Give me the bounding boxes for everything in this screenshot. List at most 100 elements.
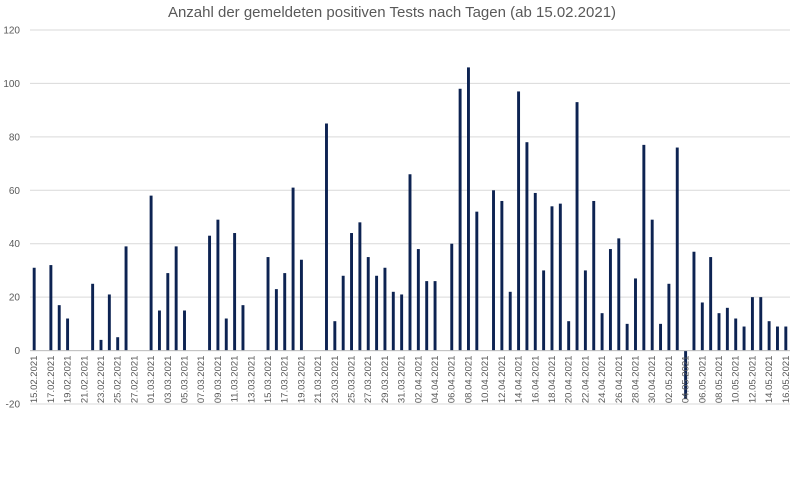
bar	[91, 283, 95, 351]
bar	[208, 235, 212, 351]
bar	[124, 246, 128, 351]
bar	[767, 321, 771, 351]
bar	[166, 273, 170, 351]
bar	[183, 310, 186, 351]
bar	[107, 294, 111, 351]
bar	[567, 321, 571, 351]
bar	[433, 281, 437, 351]
x-tick-label: 27.02.2021	[129, 356, 140, 404]
bar	[542, 270, 546, 351]
x-tick-label: 10.05.2021	[731, 356, 742, 404]
bar	[325, 123, 328, 351]
bar	[149, 195, 153, 351]
x-tick-label: 24.04.2021	[597, 356, 608, 404]
bar	[592, 200, 596, 351]
x-axis-ticks: 15.02.2021 17.02.2021 19.02.2021 21.02.2021…	[29, 356, 792, 404]
bar	[634, 278, 637, 351]
bar	[517, 91, 521, 351]
x-tick-label: 28.04.2021	[630, 356, 641, 404]
y-tick-label: 40	[9, 239, 21, 250]
bar	[458, 88, 462, 351]
bar	[725, 307, 729, 351]
x-tick-label: 06.04.2021	[447, 356, 458, 404]
bar	[508, 291, 512, 351]
bar	[558, 203, 562, 351]
x-tick-label: 25.03.2021	[347, 356, 358, 404]
bar	[784, 326, 788, 351]
x-tick-label: 16.05.2021	[781, 356, 792, 404]
bar	[99, 339, 103, 351]
x-tick-label: 06.05.2021	[697, 356, 708, 404]
x-tick-label: 31.03.2021	[397, 356, 408, 404]
bar	[157, 310, 161, 351]
x-tick-label: 15.03.2021	[263, 356, 274, 404]
bar	[383, 267, 387, 351]
bar	[500, 200, 504, 351]
bar	[224, 318, 228, 351]
bar	[742, 326, 746, 351]
y-tick-label: 100	[3, 79, 20, 90]
bar	[617, 238, 621, 351]
x-tick-label: 21.03.2021	[313, 356, 324, 404]
x-tick-label: 08.05.2021	[714, 356, 725, 404]
bar	[416, 249, 420, 351]
bar	[575, 102, 579, 351]
bar	[299, 259, 303, 351]
bar	[659, 323, 663, 351]
bar	[425, 281, 429, 351]
bar	[283, 273, 287, 351]
y-tick-label: 0	[14, 346, 20, 357]
bar	[400, 294, 404, 351]
x-tick-label: 14.04.2021	[514, 356, 525, 404]
x-tick-label: 04.04.2021	[430, 356, 441, 404]
bar	[525, 142, 529, 351]
x-tick-label: 21.02.2021	[79, 356, 90, 404]
bar	[475, 211, 479, 351]
chart-title: Anzahl der gemeldeten positiven Tests na…	[168, 4, 616, 21]
bar	[450, 243, 454, 351]
bar	[274, 289, 278, 351]
x-tick-label: 02.05.2021	[664, 356, 675, 404]
bar	[642, 144, 646, 351]
x-tick-label: 13.03.2021	[246, 356, 257, 404]
bar	[625, 323, 629, 351]
bar	[533, 192, 537, 351]
bar	[492, 190, 495, 351]
bar	[333, 321, 337, 351]
y-tick-label: 120	[3, 26, 20, 37]
x-tick-label: 17.03.2021	[280, 356, 291, 404]
bar	[241, 305, 245, 351]
y-tick-label: 20	[9, 293, 21, 304]
x-tick-label: 22.04.2021	[580, 356, 591, 404]
bar	[291, 187, 295, 351]
x-tick-label: 14.05.2021	[764, 356, 775, 404]
bar	[776, 326, 779, 351]
bar	[57, 305, 61, 351]
bar	[667, 283, 671, 351]
bar	[32, 267, 36, 351]
bar	[266, 257, 270, 351]
bar	[358, 222, 362, 351]
x-tick-label: 26.04.2021	[614, 356, 625, 404]
bar	[550, 206, 554, 351]
y-tick-label: 80	[9, 132, 21, 143]
x-tick-label: 20.04.2021	[564, 356, 575, 404]
bar	[66, 318, 70, 351]
bar	[391, 291, 395, 351]
x-tick-label: 11.03.2021	[230, 356, 241, 403]
bar	[650, 219, 654, 351]
x-tick-label: 10.04.2021	[480, 356, 491, 404]
y-axis-ticks: -20 0 20 40 60 80 100 120	[3, 26, 20, 411]
x-tick-label: 12.04.2021	[497, 356, 508, 404]
x-tick-label: 07.03.2021	[196, 356, 207, 404]
bar	[216, 219, 220, 351]
bar	[116, 337, 120, 351]
x-tick-label: 15.02.2021	[29, 356, 40, 404]
y-tick-label: 60	[9, 186, 21, 197]
x-tick-label: 18.04.2021	[547, 356, 558, 404]
x-tick-label: 27.03.2021	[363, 356, 374, 404]
bar	[734, 318, 738, 351]
bar	[709, 257, 713, 351]
x-tick-label: 02.04.2021	[413, 356, 424, 404]
bar	[408, 174, 412, 351]
